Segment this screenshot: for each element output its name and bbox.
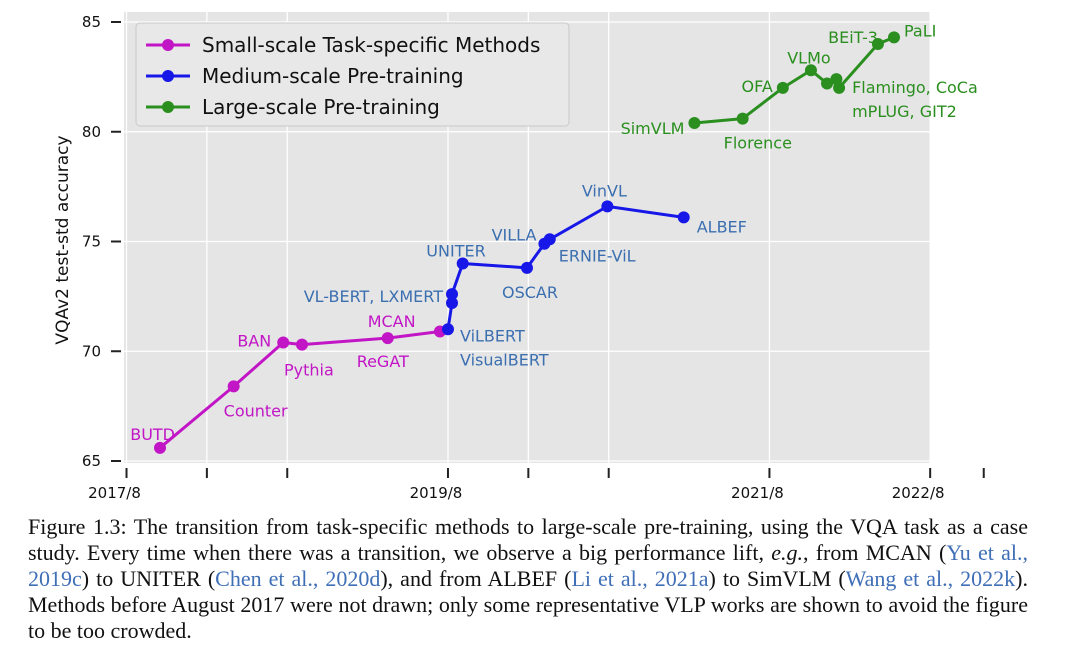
point-label: SimVLM	[621, 119, 685, 138]
legend-label: Large-scale Pre-training	[202, 95, 440, 119]
point-label: OSCAR	[502, 283, 558, 302]
point-label: Pythia	[284, 361, 334, 380]
y-tick-label: 85	[82, 13, 101, 31]
citation-link[interactable]: Chen et al., 2020d	[215, 566, 381, 591]
point-label: PaLI	[904, 21, 936, 40]
y-tick-label: 75	[82, 233, 101, 251]
legend-box	[135, 22, 570, 127]
caption-label: Figure 1.3:	[28, 514, 127, 539]
y-tick-label: 80	[82, 123, 101, 141]
point-label: ERNIE-ViL	[559, 246, 636, 265]
data-point	[833, 81, 846, 94]
x-tick-label: 2022/8	[892, 484, 945, 502]
legend-label: Medium-scale Pre-training	[202, 64, 464, 88]
data-point	[521, 261, 533, 274]
data-point	[227, 380, 240, 393]
series-2	[688, 31, 900, 129]
point-label: mPLUG, GIT2	[852, 102, 957, 121]
point-label: MCAN	[368, 312, 416, 331]
data-point	[543, 233, 556, 246]
series-1	[441, 200, 690, 336]
point-label: BUTD	[130, 425, 175, 444]
citation-link[interactable]: Li et al., 2021a	[571, 566, 709, 591]
citation-link[interactable]: Yu et al., 2019c	[28, 540, 1028, 591]
data-point	[677, 211, 690, 224]
data-point	[441, 323, 454, 336]
caption-text: ) to SimVLM (	[708, 566, 846, 591]
y-tick-label: 70	[82, 342, 101, 360]
caption-text: ). Methods before August 2017 were not d…	[28, 566, 1028, 643]
point-label: ViLBERT	[460, 326, 525, 345]
data-point	[445, 288, 458, 301]
data-point	[871, 37, 884, 50]
x-tick-label: 2019/8	[410, 484, 463, 502]
axes: 65 70 75 80 85 2017/8 2019/8 2021/8 2022/8	[82, 13, 985, 502]
point-label: VLMo	[787, 48, 830, 67]
data-point	[776, 81, 789, 94]
point-label: OFA	[742, 77, 773, 96]
point-label: UNITER	[426, 241, 485, 260]
legend-marker	[162, 101, 174, 113]
point-label: BAN	[237, 331, 271, 350]
point-label: ALBEF	[697, 217, 747, 236]
point-label: BEiT-3	[828, 28, 878, 47]
data-point	[888, 31, 900, 44]
data-point	[804, 64, 817, 77]
point-labels: BUTD Counter BAN Pythia MCAN ReGAT VL-BERT, LX…	[130, 21, 978, 443]
y-tick-label: 65	[82, 452, 101, 470]
data-point	[154, 441, 166, 454]
data-point	[381, 332, 394, 345]
figure-caption: Figure 1.3: The transition from task-spe…	[28, 514, 1028, 644]
x-tick-label: 2017/8	[88, 484, 141, 502]
point-label: Florence	[724, 134, 792, 153]
y-axis-label: VQAv2 test-std accuracy	[53, 135, 73, 344]
citation-link[interactable]: Wang et al., 2022k	[845, 566, 1016, 591]
legend-marker	[162, 39, 174, 51]
point-label: VILLA	[492, 226, 537, 245]
data-point	[736, 112, 749, 125]
data-point	[277, 336, 290, 349]
data-point	[456, 257, 469, 270]
x-tick-label: 2021/8	[731, 484, 784, 502]
series-layer	[154, 31, 900, 454]
caption-text: ), and from ALBEF (	[380, 566, 572, 591]
point-label: VL-BERT, LXMERT	[304, 287, 444, 306]
caption-text: The transition from task-specific method…	[28, 514, 1028, 565]
point-label: ReGAT	[357, 352, 409, 371]
legend: Small-scale Task-specific Methods Medium-…	[135, 22, 570, 127]
data-point	[821, 77, 834, 90]
data-point	[601, 200, 614, 213]
point-label: Counter	[224, 401, 288, 420]
caption-text: ) to UNITER (	[81, 566, 216, 591]
caption-eg: e.g.	[771, 540, 803, 565]
data-point	[688, 116, 701, 129]
caption-text: , from MCAN (	[802, 540, 947, 565]
point-label: Flamingo, CoCa	[852, 78, 978, 97]
series-line	[159, 330, 441, 449]
point-label: VisualBERT	[460, 350, 549, 369]
legend-label: Small-scale Task-specific Methods	[202, 33, 540, 57]
data-point	[445, 296, 458, 309]
legend-marker	[162, 70, 174, 82]
data-point	[295, 338, 308, 351]
point-label: VinVL	[582, 181, 627, 200]
vqa-accuracy-chart: 65 70 75 80 85 2017/8 2019/8 2021/8 2022/8 VQAv2…	[53, 12, 985, 502]
